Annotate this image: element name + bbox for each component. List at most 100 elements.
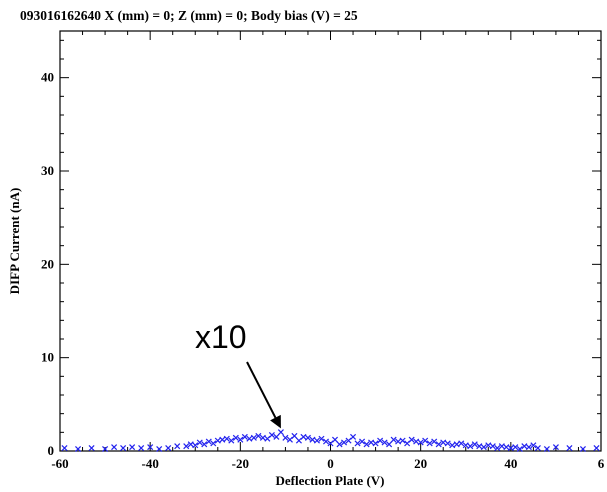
data-point [480, 444, 487, 451]
data-point [138, 445, 145, 452]
annotation-arrow [246, 361, 277, 419]
data-point [422, 437, 429, 444]
data-point [449, 442, 456, 449]
data-point [408, 436, 415, 443]
data-point [512, 444, 519, 451]
data-point [313, 437, 320, 444]
data-point [350, 433, 357, 440]
data-point [435, 441, 442, 448]
data-point [192, 442, 199, 449]
data-point [489, 443, 496, 450]
data-point [444, 440, 451, 447]
data-point [363, 441, 370, 448]
data-point [156, 445, 163, 453]
data-point [458, 440, 465, 447]
data-point [453, 441, 460, 448]
data-point [322, 438, 330, 445]
data-point [431, 438, 438, 445]
data-point [534, 445, 541, 452]
data-point [88, 445, 95, 452]
axis-ticks [59, 31, 602, 452]
data-point [413, 438, 420, 445]
data-point [250, 434, 257, 441]
data-point [237, 436, 244, 443]
data-point [417, 439, 424, 446]
data-point [507, 445, 514, 452]
data-point [201, 441, 208, 448]
x-tick-label: 40 [504, 456, 517, 471]
data-point [498, 443, 505, 450]
data-point [331, 436, 339, 443]
plot-frame [59, 30, 602, 452]
data-point [205, 438, 212, 445]
data-points [61, 429, 600, 453]
y-axis-title: DIFP Current (nA) [7, 188, 22, 295]
data-point [543, 445, 550, 453]
data-point [395, 438, 402, 445]
annotation-arrowhead [270, 414, 281, 429]
data-point [386, 441, 393, 448]
data-point [196, 439, 203, 446]
data-point [255, 432, 262, 439]
chart-title: 093016162640 X (mm) = 0; Z (mm) = 0; Bod… [20, 8, 358, 23]
data-point [183, 443, 190, 450]
data-point [381, 439, 388, 446]
data-point [268, 431, 275, 439]
data-point [282, 434, 289, 441]
y-tick-label: 40 [41, 70, 54, 85]
data-point [399, 437, 406, 444]
x-tick-label: 20 [414, 456, 427, 471]
data-point [291, 432, 298, 439]
x-tick-label: -60 [51, 456, 68, 471]
data-point [187, 441, 194, 448]
data-point [277, 429, 284, 436]
data-point [228, 437, 235, 444]
annotation: x10 [195, 319, 281, 429]
data-point [377, 437, 384, 444]
data-point [525, 444, 532, 451]
data-point [593, 445, 600, 452]
y-tick-label: 20 [41, 256, 54, 271]
x-tick-label: -40 [141, 456, 158, 471]
data-point [516, 445, 523, 453]
y-tick-label: 10 [41, 350, 54, 365]
y-tick-label: 30 [41, 163, 54, 178]
data-point [61, 445, 68, 452]
data-point [336, 441, 343, 448]
data-point [111, 444, 118, 451]
data-point [359, 438, 366, 445]
data-point [318, 435, 325, 442]
data-point [147, 444, 154, 451]
data-point [579, 445, 586, 453]
y-tick-label: 0 [48, 443, 55, 458]
data-point [440, 439, 447, 446]
data-point [471, 441, 478, 448]
data-point [129, 444, 136, 451]
data-point [552, 444, 559, 451]
data-point [390, 436, 397, 443]
x-tick-label: 6 [598, 456, 605, 471]
data-point [304, 434, 311, 441]
data-point [494, 445, 501, 452]
data-point [174, 443, 181, 450]
data-point [273, 433, 280, 440]
data-point [426, 440, 433, 447]
annotation-label: x10 [195, 319, 247, 355]
data-point [462, 442, 469, 449]
data-point [521, 443, 528, 450]
data-point [566, 445, 573, 452]
x-tick-label: -20 [232, 456, 249, 471]
data-point [219, 436, 226, 443]
data-point [120, 445, 127, 452]
data-point [75, 445, 82, 453]
data-point [341, 439, 348, 446]
data-point [259, 434, 266, 441]
data-point [372, 440, 379, 447]
data-point [467, 443, 474, 450]
data-point [530, 442, 537, 449]
x-axis-title: Deflection Plate (V) [275, 473, 384, 488]
data-point [223, 435, 230, 442]
data-point [246, 435, 253, 442]
